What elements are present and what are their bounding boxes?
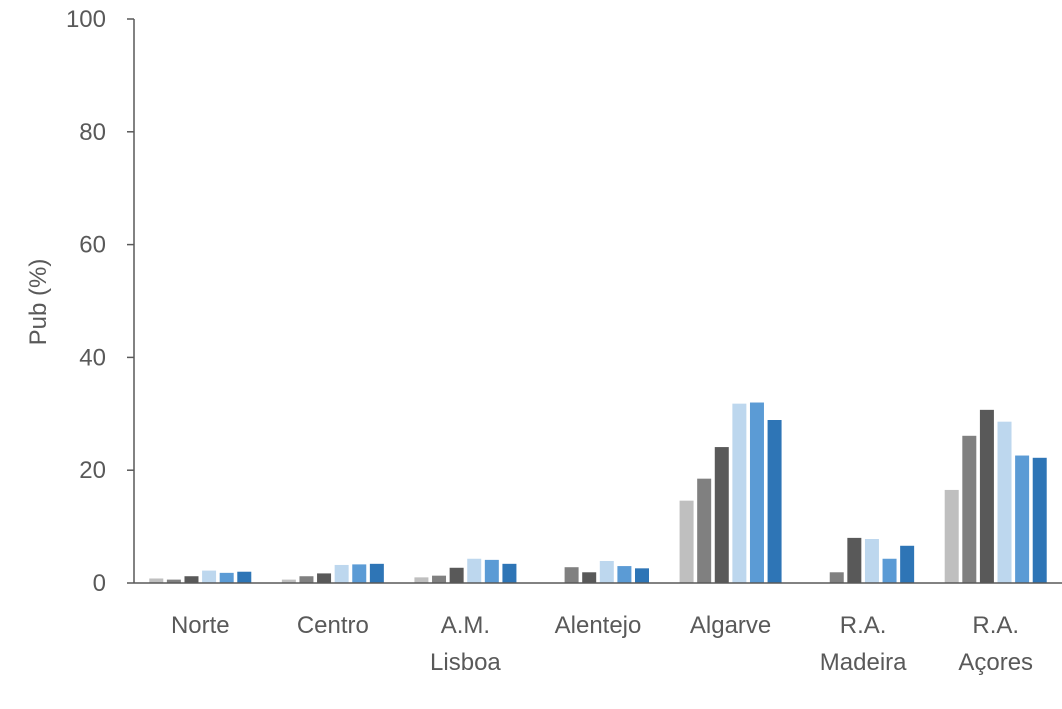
- bar: [962, 435, 977, 583]
- bar: [564, 567, 579, 583]
- y-tick-label: 40: [79, 344, 106, 371]
- x-tick-label-line: A.M.: [441, 612, 490, 639]
- x-tick-label-line: Açores: [958, 649, 1033, 676]
- bar: [202, 570, 217, 583]
- bar: [714, 447, 729, 583]
- bar: [829, 572, 844, 583]
- y-tick-label: 100: [66, 6, 106, 33]
- x-tick-label-line: R.A.: [972, 612, 1019, 639]
- bar: [1015, 455, 1030, 583]
- x-tick-label-line: Norte: [171, 612, 230, 639]
- bar: [767, 420, 782, 583]
- y-axis: 0 20 40 60 80 100: [66, 6, 135, 597]
- bar: [732, 403, 747, 583]
- bar: [149, 578, 164, 583]
- bar: [582, 572, 597, 583]
- bar: [432, 575, 447, 583]
- bar: [299, 576, 314, 583]
- bar: [184, 576, 199, 583]
- bar: [697, 478, 712, 583]
- x-tick-label: A.M. Lisboa: [430, 612, 501, 676]
- x-tick-label: Norte: [171, 612, 230, 639]
- x-tick-label-line: Alentejo: [555, 612, 642, 639]
- bar: [635, 568, 649, 583]
- y-tick-label: 80: [79, 119, 106, 146]
- x-tick-label: Alentejo: [555, 612, 642, 639]
- x-tick-label: R.A. Madeira: [820, 612, 907, 676]
- x-tick-label-line: Lisboa: [430, 649, 501, 676]
- y-tick-label: 0: [93, 570, 106, 597]
- bar: [166, 579, 181, 583]
- x-tick-label-line: Algarve: [690, 612, 771, 639]
- x-axis: Norte Centro A.M. Lisboa Alentejo Algarve R.A.…: [134, 582, 1062, 676]
- y-tick-label: 60: [79, 232, 106, 259]
- bar: [679, 500, 694, 583]
- y-tick-label: 20: [79, 457, 106, 484]
- y-axis-title: Pub (%): [25, 259, 52, 346]
- x-tick-label-line: R.A.: [840, 612, 887, 639]
- bar: [369, 563, 384, 583]
- x-tick-label: Centro: [297, 612, 369, 639]
- bar: [352, 564, 367, 583]
- bar: [237, 571, 252, 583]
- x-tick-label-line: Madeira: [820, 649, 907, 676]
- bar: [847, 537, 862, 583]
- bar: [317, 573, 332, 583]
- x-tick-label: R.A. Açores: [958, 612, 1033, 676]
- x-tick-label-line: Centro: [297, 612, 369, 639]
- bar: [449, 567, 464, 583]
- bar: [900, 545, 915, 583]
- bar: [749, 402, 764, 583]
- x-tick-label: Algarve: [690, 612, 771, 639]
- bar: [864, 539, 879, 583]
- bar: [599, 561, 614, 583]
- bar: [334, 564, 349, 583]
- bars: [149, 402, 1047, 583]
- bar: [1032, 457, 1047, 583]
- bar: [467, 558, 482, 583]
- bar: [281, 579, 296, 583]
- bar: [882, 558, 897, 583]
- bar: [219, 572, 234, 583]
- bar: [997, 421, 1012, 583]
- bar: [414, 577, 429, 583]
- bar: [484, 559, 499, 583]
- bar: [617, 566, 632, 583]
- bar: [502, 563, 517, 583]
- bar: [944, 489, 959, 583]
- bar: [979, 409, 994, 583]
